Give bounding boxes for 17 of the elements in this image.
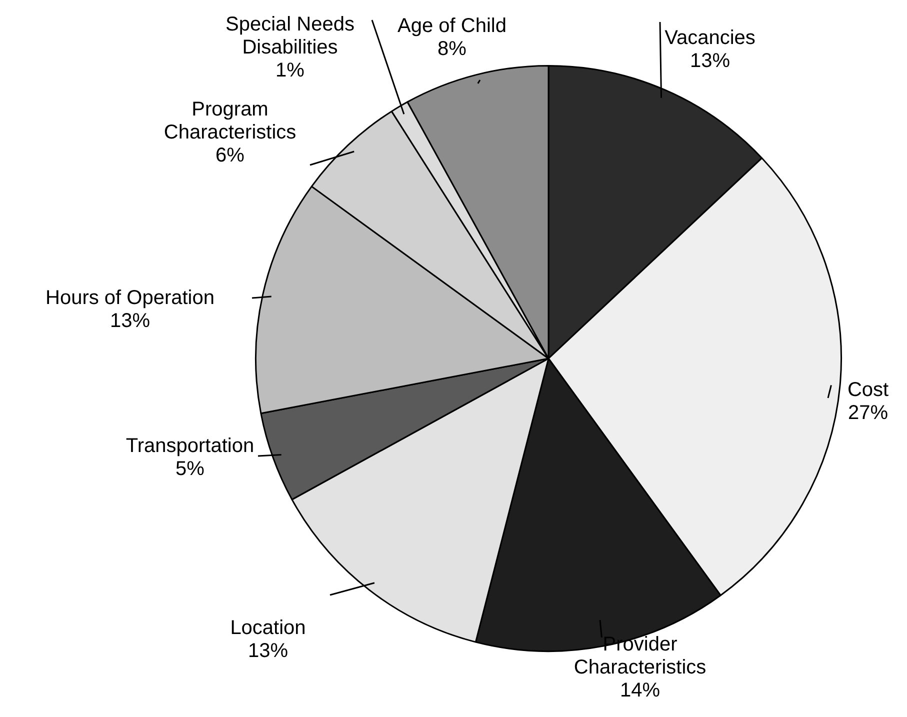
slice-label: Program Characteristics bbox=[164, 98, 296, 144]
data-label: 27% bbox=[848, 402, 888, 424]
data-label: 8% bbox=[438, 38, 467, 60]
data-label: 13% bbox=[110, 310, 150, 332]
data-label: 13% bbox=[690, 50, 730, 72]
slice-label: Transportation bbox=[126, 435, 254, 458]
slice-label: Cost bbox=[847, 379, 890, 402]
data-label: 14% bbox=[620, 680, 660, 702]
slice-label: Location bbox=[230, 617, 306, 640]
slice-label: Special Needs Disabilities bbox=[226, 14, 354, 59]
legend-label: Hours of Operation bbox=[46, 287, 214, 310]
slice-label: Vacancies bbox=[664, 27, 756, 50]
slice-label: Age of Child bbox=[398, 15, 506, 38]
data-label: 5% bbox=[176, 458, 205, 480]
data-label: 6% bbox=[216, 144, 245, 167]
data-label: 1% bbox=[276, 60, 305, 82]
data-label: 13% bbox=[248, 640, 288, 662]
